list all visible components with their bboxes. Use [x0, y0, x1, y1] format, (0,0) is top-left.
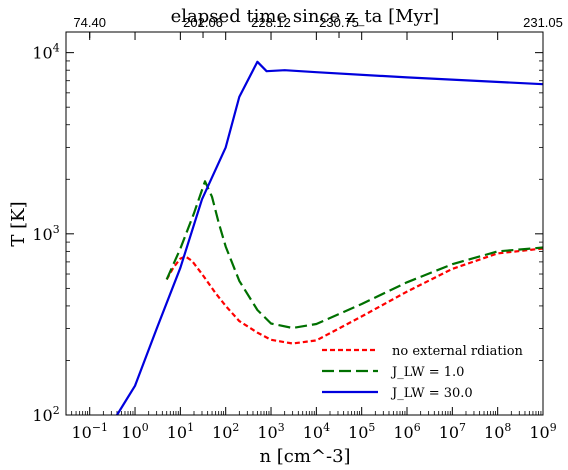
top-tick-label: 228.12 [251, 15, 291, 30]
legend-label-1: no external rdiation [392, 344, 524, 359]
top-tick-label: 74.40 [73, 15, 106, 30]
x-tick-label: 100 [121, 421, 148, 442]
legend-label-2: J_LW = 1.0 [390, 365, 464, 380]
top-tick-label: 202.06 [183, 15, 223, 30]
y-tick-label: 103 [32, 223, 59, 244]
x-axis-label: n [cm^-3] [259, 446, 350, 467]
legend: no external rdiation J_LW = 1.0 J_LW = 30.… [322, 344, 524, 401]
x-tick-label: 108 [484, 421, 511, 442]
series-line-3 [116, 60, 544, 416]
plot-frame [65, 31, 544, 416]
x-tick-label: 102 [212, 421, 239, 442]
y-axis-label: T [K] [8, 201, 29, 246]
top-tick-labels: 74.40 202.06 228.12 230.75 231.05 [73, 15, 562, 30]
top-axis-label: elapsed time since z_ta [Myr] [171, 6, 440, 27]
y-tick-label: 102 [32, 404, 59, 425]
x-tick-label: 101 [167, 421, 194, 442]
x-tick-label: 103 [257, 421, 284, 442]
series-line-2 [165, 180, 544, 330]
x-tick-label: 105 [348, 421, 375, 442]
y-tick-label: 104 [32, 42, 59, 63]
x-tick-label: 106 [393, 421, 420, 442]
y-tick-labels: 102 103 104 [32, 42, 59, 425]
series-line-1 [165, 247, 544, 345]
x-tick-label: 104 [303, 421, 330, 442]
x-tick-label: 109 [529, 421, 556, 442]
x-tick-label: 107 [439, 421, 466, 442]
top-tick-label: 231.05 [523, 15, 563, 30]
x-tick-label: 10−1 [72, 421, 108, 442]
series-layer [116, 60, 544, 416]
x-tick-labels: 10−1 100 101 102 103 104 105 106 107 108 109 [72, 421, 557, 442]
top-tick-label: 230.75 [319, 15, 359, 30]
legend-label-3: J_LW = 30.0 [390, 386, 473, 401]
